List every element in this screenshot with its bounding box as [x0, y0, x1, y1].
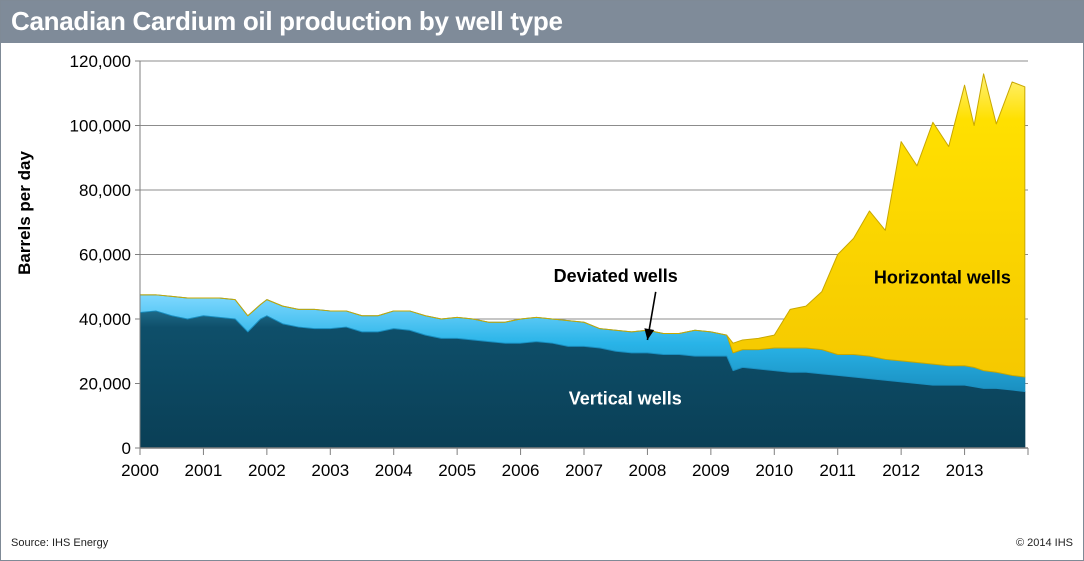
annotation-arrow-head: [644, 328, 655, 340]
x-tick-label-2007: 2007: [565, 461, 603, 480]
x-tick-label-2010: 2010: [755, 461, 793, 480]
title-bar: Canadian Cardium oil production by well …: [1, 1, 1083, 43]
y-tick-label-60000: 60,000: [79, 246, 131, 265]
y-tick-label-20000: 20,000: [79, 375, 131, 394]
x-tick-label-2011: 2011: [819, 461, 856, 480]
x-tick-label-2006: 2006: [502, 461, 540, 480]
annotation-layer: Deviated wells Horizontal wells Vertical w…: [554, 266, 1011, 409]
x-tick-label-2003: 2003: [311, 461, 349, 480]
x-tick-label-2004: 2004: [375, 461, 413, 480]
x-tick-label-2012: 2012: [882, 461, 920, 480]
series-horizontal-wells: [139, 73, 1026, 378]
y-tick-label-0: 0: [122, 439, 131, 458]
x-tick-label-2001: 2001: [185, 461, 223, 480]
x-tick-label-2013: 2013: [946, 461, 984, 480]
x-tick-label-2005: 2005: [438, 461, 476, 480]
x-tick-label-2002: 2002: [248, 461, 286, 480]
chart-title: Canadian Cardium oil production by well …: [11, 6, 563, 36]
x-tick-label-2008: 2008: [629, 461, 667, 480]
x-tick-label-2000: 2000: [121, 461, 159, 480]
y-tick-label-40000: 40,000: [79, 310, 131, 329]
axis-layer: 0 20,000 40,000 60,000 80,000 100,000 120,000 2…: [70, 52, 1029, 480]
y-tick-label-100000: 100,000: [70, 117, 131, 136]
x-tick-label-2009: 2009: [692, 461, 730, 480]
annotation-deviated-wells: Deviated wells: [554, 266, 678, 286]
source-note: Source: IHS Energy: [11, 537, 109, 549]
y-axis-label: Barrels per day: [15, 151, 34, 275]
copyright-note: © 2014 IHS: [1015, 537, 1073, 549]
y-tick-label-120000: 120,000: [70, 52, 131, 71]
annotation-vertical-wells: Vertical wells: [569, 388, 682, 408]
y-tick-label-80000: 80,000: [79, 181, 131, 200]
annotation-horizontal-wells: Horizontal wells: [874, 268, 1011, 288]
